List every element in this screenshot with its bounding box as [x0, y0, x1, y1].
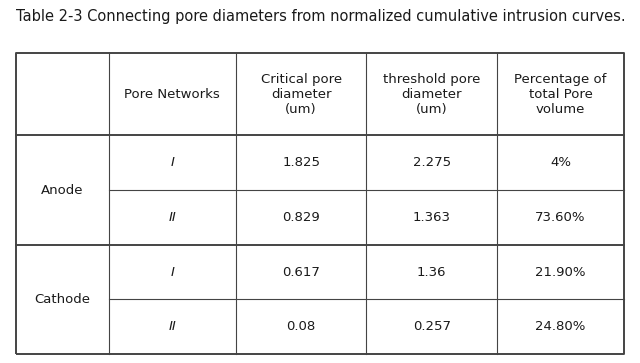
Text: Cathode: Cathode [35, 293, 90, 306]
Text: Anode: Anode [41, 184, 84, 197]
Text: II: II [168, 211, 176, 224]
Text: 1.36: 1.36 [417, 265, 446, 278]
Text: 0.617: 0.617 [282, 265, 320, 278]
Text: I: I [170, 265, 174, 278]
Text: Table 2-3 Connecting pore diameters from normalized cumulative intrusion curves.: Table 2-3 Connecting pore diameters from… [16, 9, 626, 24]
Text: 21.90%: 21.90% [535, 265, 586, 278]
Text: 2.275: 2.275 [413, 156, 451, 169]
Text: II: II [168, 320, 176, 333]
Text: Pore Networks: Pore Networks [124, 87, 220, 101]
Text: I: I [170, 156, 174, 169]
Text: 0.08: 0.08 [287, 320, 316, 333]
Text: 4%: 4% [550, 156, 571, 169]
Text: 0.257: 0.257 [413, 320, 451, 333]
Text: 1.363: 1.363 [413, 211, 451, 224]
Text: 1.825: 1.825 [282, 156, 320, 169]
Text: 0.829: 0.829 [282, 211, 320, 224]
Text: 73.60%: 73.60% [535, 211, 586, 224]
Text: 24.80%: 24.80% [535, 320, 586, 333]
Text: Critical pore
diameter
(um): Critical pore diameter (um) [260, 73, 342, 115]
Text: threshold pore
diameter
(um): threshold pore diameter (um) [383, 73, 481, 115]
Text: Percentage of
total Pore
volume: Percentage of total Pore volume [515, 73, 607, 115]
